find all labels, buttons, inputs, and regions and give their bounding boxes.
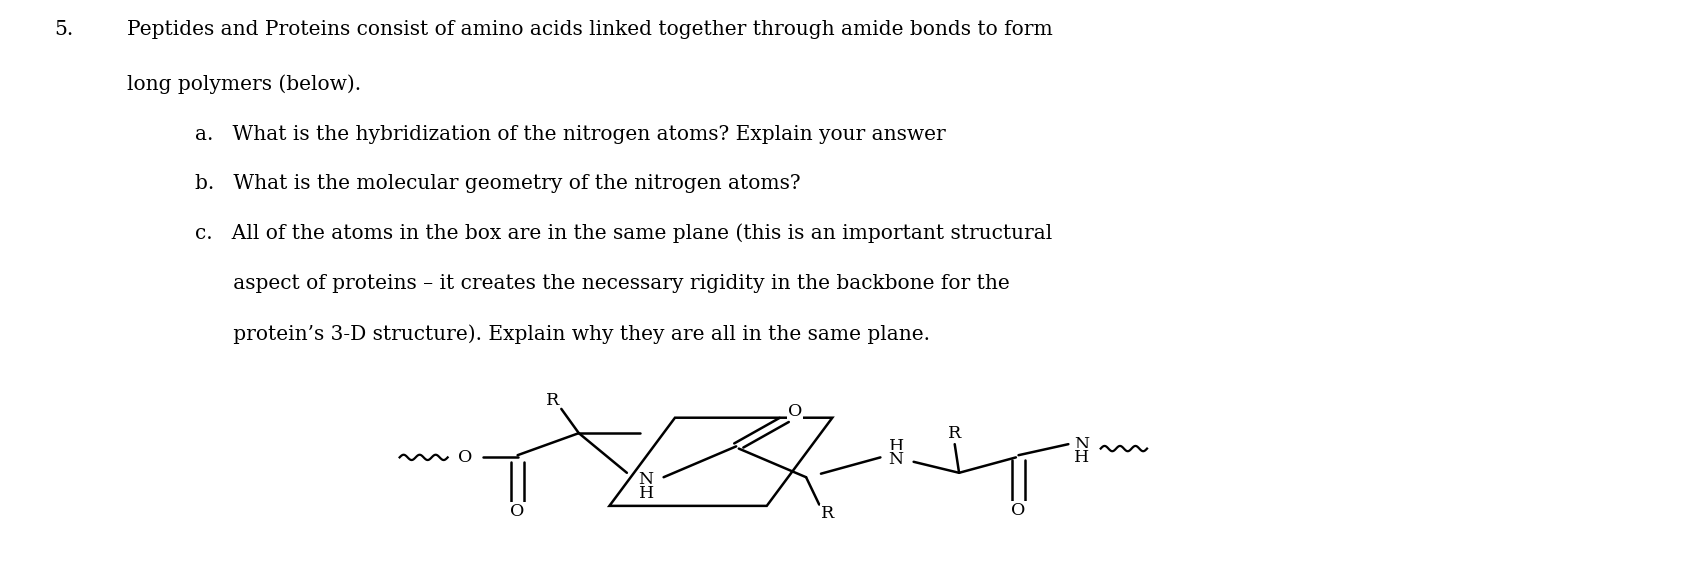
Text: Peptides and Proteins consist of amino acids linked together through amide bonds: Peptides and Proteins consist of amino a… (127, 20, 1052, 39)
Text: a.   What is the hybridization of the nitrogen atoms? Explain your answer: a. What is the hybridization of the nitr… (195, 125, 946, 144)
Text: 5.: 5. (54, 20, 73, 39)
Text: b.   What is the molecular geometry of the nitrogen atoms?: b. What is the molecular geometry of the… (195, 174, 800, 193)
Text: R: R (948, 425, 961, 441)
Text: N: N (1074, 436, 1090, 452)
Text: O: O (1012, 502, 1025, 519)
Text: H: H (638, 485, 653, 502)
Text: R: R (547, 392, 558, 408)
Text: O: O (459, 449, 472, 466)
Text: aspect of proteins – it creates the necessary rigidity in the backbone for the: aspect of proteins – it creates the nece… (195, 274, 1010, 293)
Text: protein’s 3-D structure). Explain why they are all in the same plane.: protein’s 3-D structure). Explain why th… (195, 324, 929, 344)
Text: long polymers (below).: long polymers (below). (127, 74, 360, 94)
Text: c.   All of the atoms in the box are in the same plane (this is an important str: c. All of the atoms in the box are in th… (195, 223, 1052, 243)
Text: N: N (638, 471, 653, 488)
Text: H: H (1074, 449, 1090, 466)
Text: O: O (787, 403, 802, 419)
Text: R: R (821, 505, 834, 522)
Text: H: H (888, 438, 904, 455)
Text: O: O (511, 503, 525, 520)
Text: N: N (888, 451, 904, 468)
